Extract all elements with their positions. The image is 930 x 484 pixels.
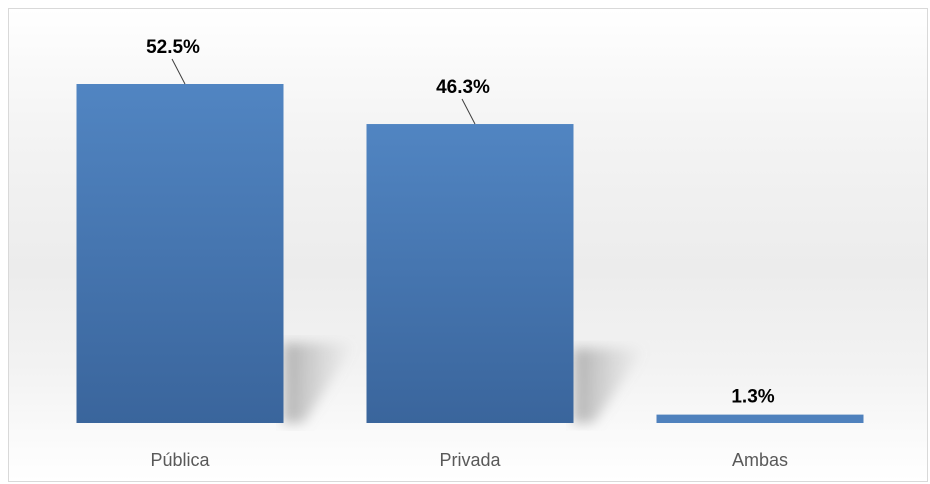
- bar-shadow: [283, 343, 356, 423]
- bar-privada: [366, 124, 574, 423]
- bar-shadow: [573, 348, 646, 423]
- leader-line: [171, 58, 186, 85]
- value-label: 1.3%: [731, 387, 774, 408]
- category-label: Pública: [150, 450, 210, 470]
- leader-line: [461, 98, 476, 125]
- value-label: 46.3%: [436, 77, 490, 98]
- category-label: Privada: [439, 450, 501, 470]
- value-label: 52.5%: [146, 37, 200, 58]
- category-label: Ambas: [732, 450, 788, 470]
- bar-ambas: [656, 414, 864, 423]
- bar-publica: [76, 84, 284, 423]
